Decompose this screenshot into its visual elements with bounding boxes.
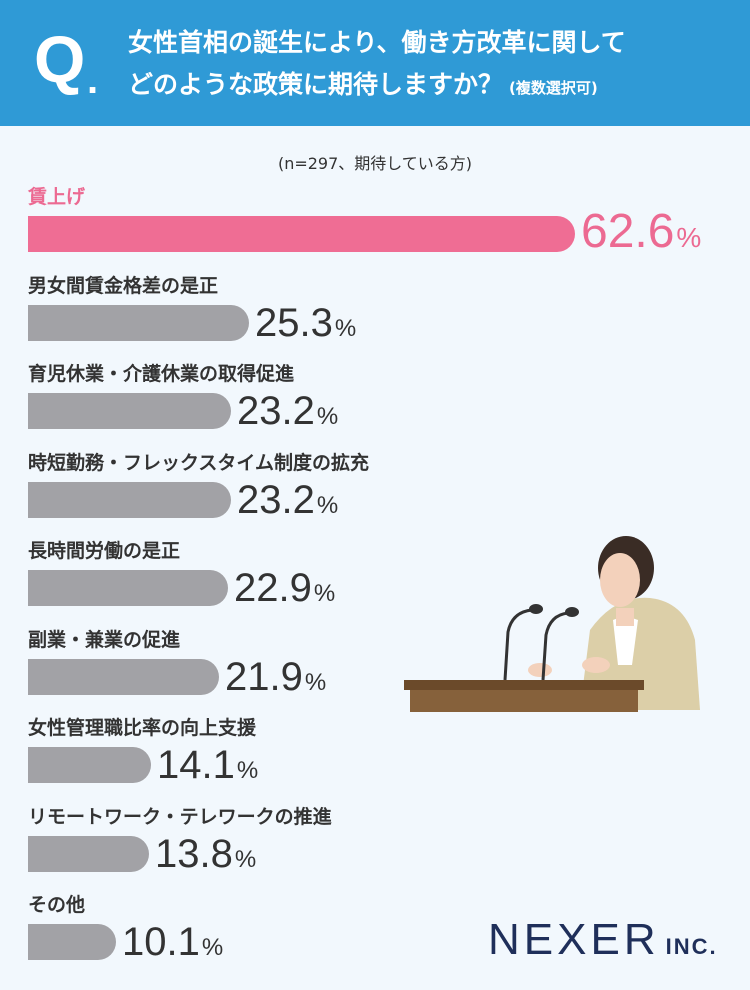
bar-value-number: 23.2 [237, 477, 315, 522]
bar [28, 570, 228, 606]
bar [28, 835, 149, 872]
bar-value: 14.1% [157, 745, 258, 785]
bar [28, 924, 116, 960]
bar-value: 22.9% [234, 568, 335, 608]
bar-label: 副業・兼業の促進 [28, 628, 181, 651]
neck [616, 608, 634, 626]
bar [28, 216, 575, 252]
bar-value-number: 25.3 [255, 300, 333, 345]
bar [28, 393, 231, 429]
bar-value-unit: % [676, 222, 702, 253]
bar-value-unit: % [236, 757, 259, 784]
microphone-stand-2 [541, 611, 569, 681]
speaker-at-podium-illustration [404, 536, 700, 712]
bar-value-number: 62.6 [581, 205, 675, 258]
bar-label: 賃上げ [28, 186, 86, 208]
bar-label: その他 [28, 894, 86, 916]
microphone-head-2 [565, 607, 579, 617]
right-hand [582, 657, 610, 673]
left-hand [528, 663, 552, 677]
bar-value: 62.6% [581, 208, 701, 256]
shirt [613, 617, 638, 665]
bar-label: 女性管理職比率の向上支援 [28, 717, 257, 739]
bar-value: 21.9% [225, 657, 326, 697]
bar-value-number: 22.9 [234, 566, 312, 610]
bar-value-unit: % [316, 403, 339, 430]
q-dot: . [87, 58, 99, 102]
microphone-stand-1 [503, 608, 533, 681]
bar-value-number: 13.8 [155, 831, 233, 876]
bar-label: 長時間労働の是正 [28, 540, 181, 562]
bar-label: 育児休業・介護休業の取得促進 [28, 363, 295, 385]
bar-value-unit: % [316, 491, 339, 519]
bar-value: 25.3% [255, 303, 356, 343]
bar [28, 658, 219, 695]
bar-value-unit: % [234, 845, 257, 873]
podium-top [404, 680, 644, 690]
bar-value-unit: % [304, 668, 327, 696]
bar-value: 10.1% [122, 922, 223, 962]
bar-label: 時短勤務・フレックスタイム制度の拡充 [28, 451, 370, 474]
question-note: (複数選択可) [509, 79, 598, 97]
bar-label: リモートワーク・テレワークの推進 [28, 805, 332, 828]
bar-value-number: 21.9 [225, 654, 303, 699]
question-header: Q . 女性首相の誕生により、働き方改革に関して どのような政策に期待しますか？… [0, 0, 750, 126]
bar-label: 男女間賃金格差の是正 [28, 274, 219, 297]
bar-value-unit: % [313, 580, 336, 607]
bar-value-number: 10.1 [122, 920, 200, 964]
bar-value: 13.8% [155, 834, 256, 874]
bar-value: 23.2% [237, 391, 338, 431]
bar-value-unit: % [201, 934, 224, 961]
logo-main: NEXER [488, 915, 660, 964]
sample-size-note: (n=297、期待している方) [277, 154, 473, 173]
bar [28, 481, 231, 518]
microphone-head-1 [529, 604, 543, 614]
question-line-2: どのような政策に期待しますか？ (複数選択可) [128, 70, 598, 100]
bar-value: 23.2% [237, 480, 338, 520]
bar [28, 747, 151, 783]
logo-suffix: INC. [665, 934, 718, 959]
question-line-1: 女性首相の誕生により、働き方改革に関して [128, 28, 626, 57]
podium-body [410, 690, 638, 712]
question-line-2-text: どのような政策に期待しますか？ [128, 70, 504, 99]
q-letter: Q [34, 22, 86, 96]
nexer-logo: NEXER INC. [488, 918, 718, 962]
bar [28, 304, 249, 341]
bar-value-number: 14.1 [157, 743, 235, 787]
bar-value-unit: % [334, 314, 357, 342]
face [600, 553, 640, 607]
bar-value-number: 23.2 [237, 389, 315, 433]
